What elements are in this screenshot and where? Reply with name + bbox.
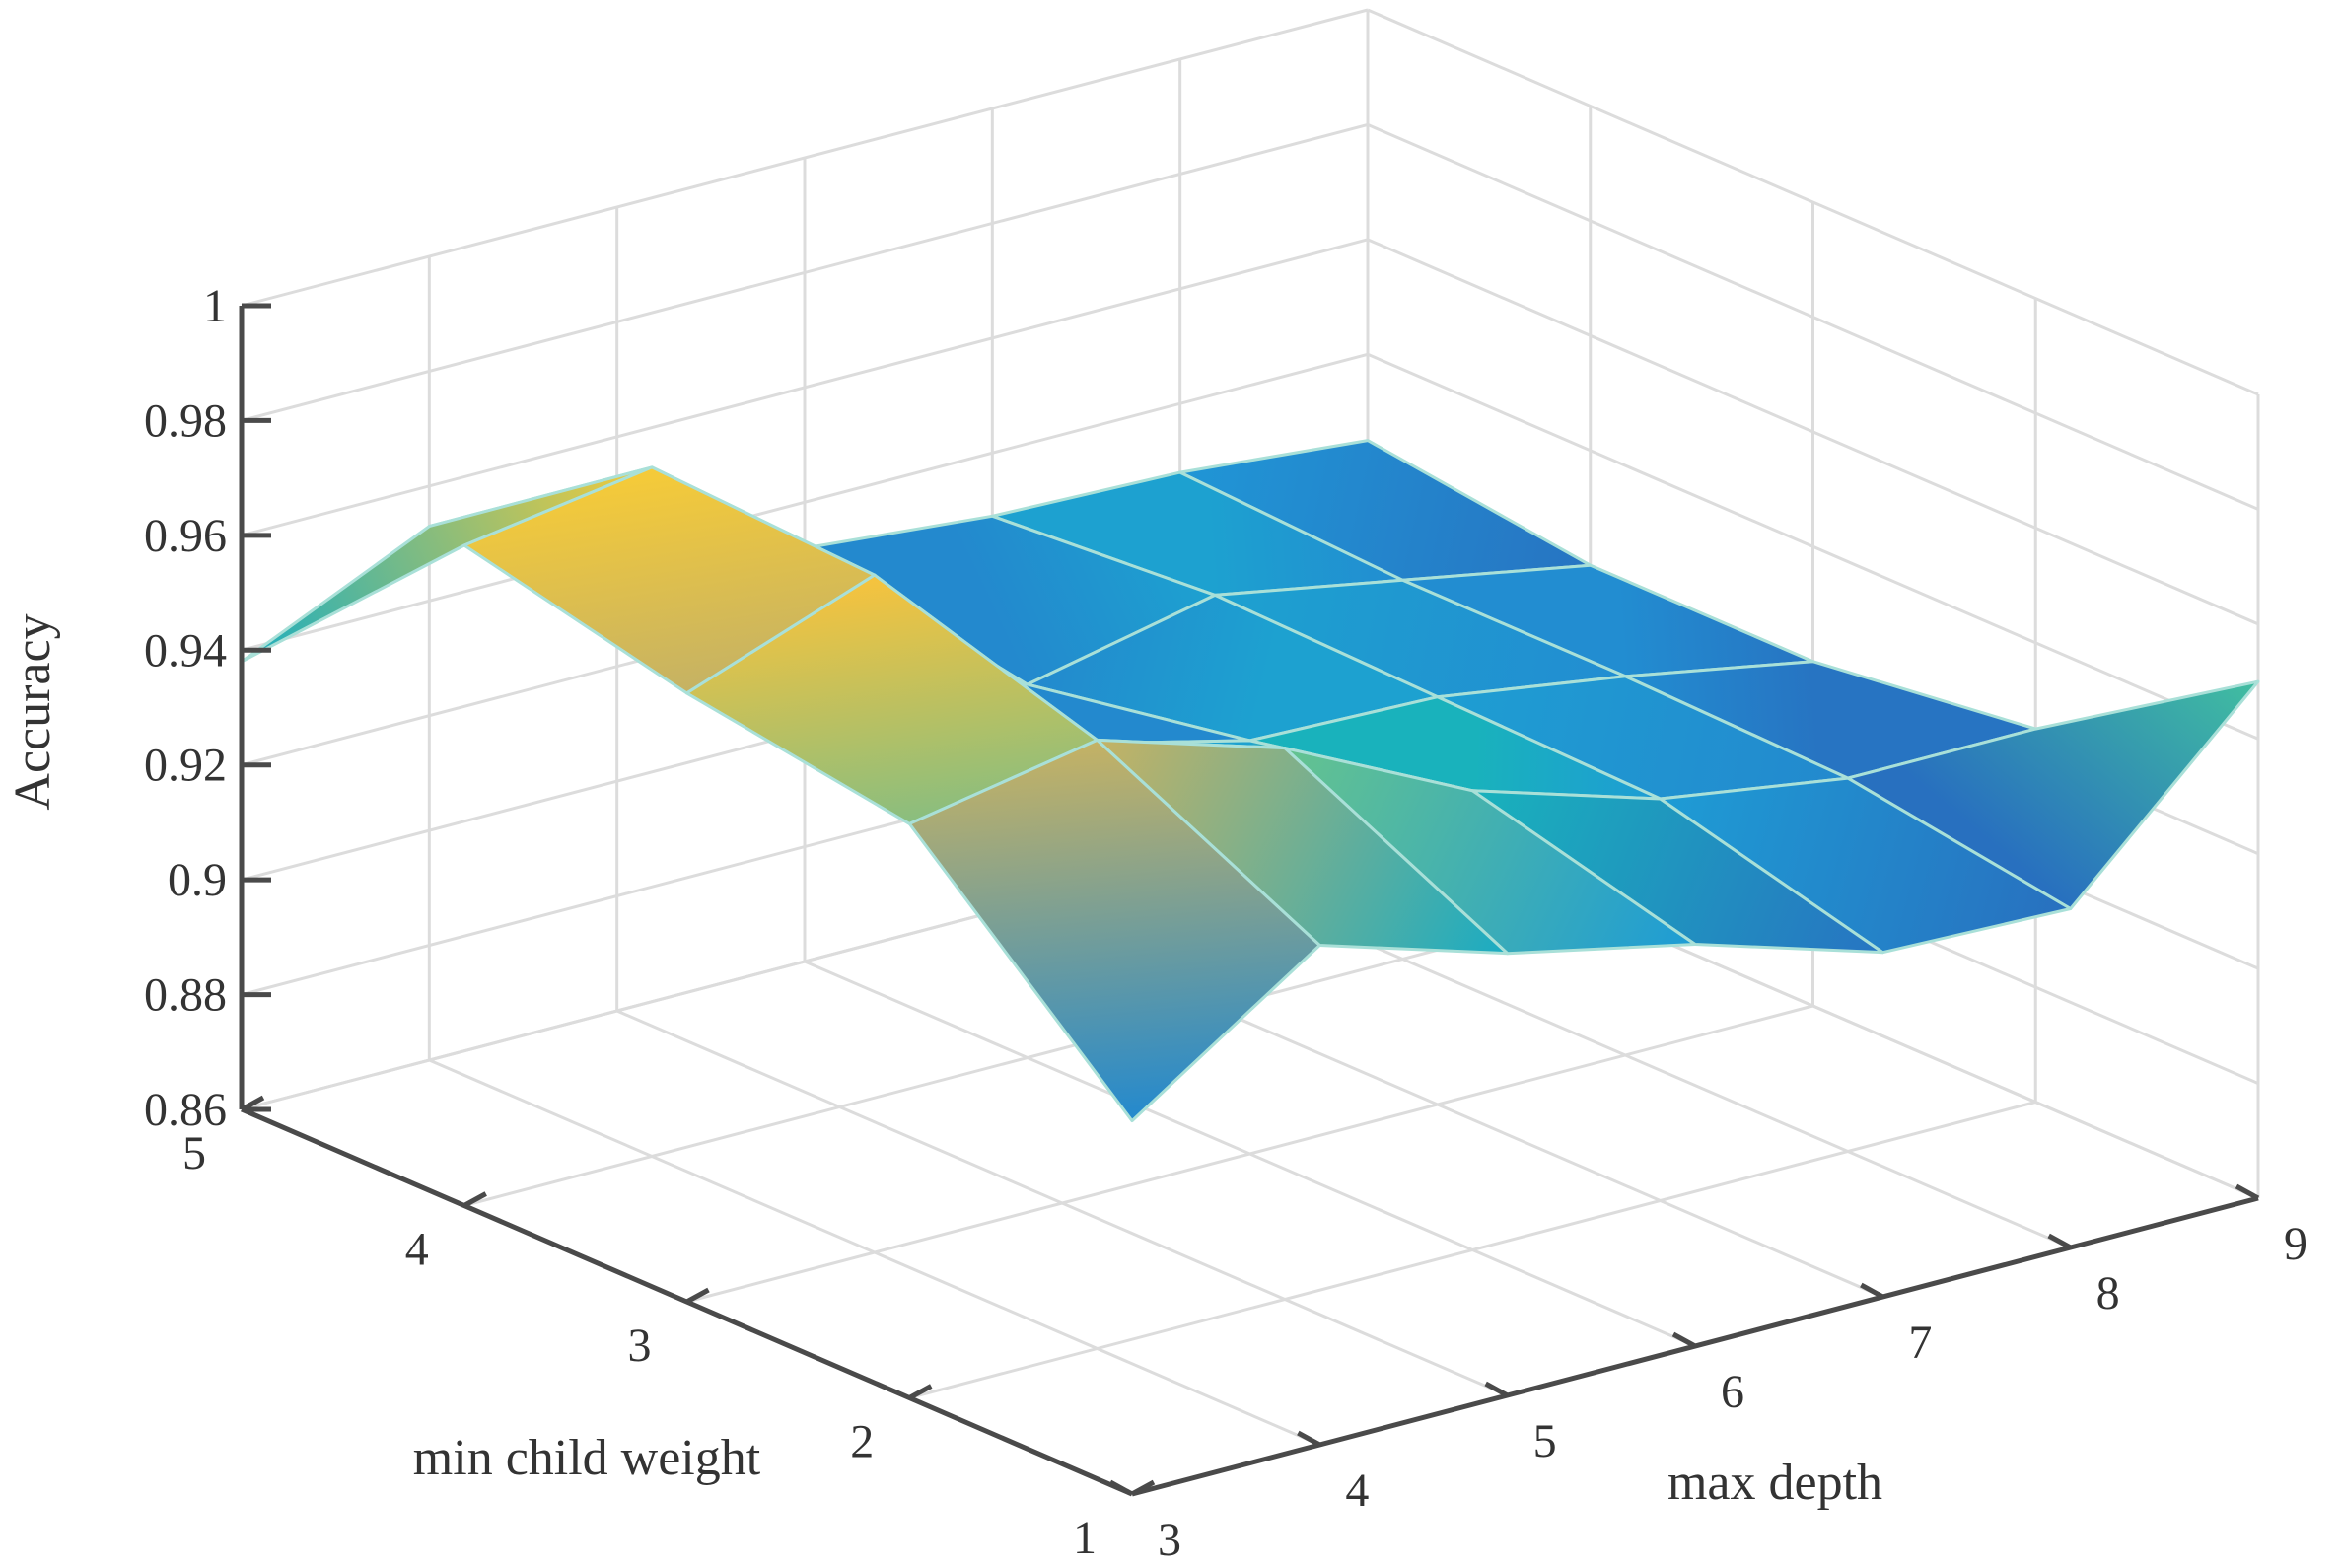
x-tick-mark-9 xyxy=(2235,1183,2260,1201)
x-tick-label-4: 4 xyxy=(1345,1464,1369,1517)
backwall-yz-horizontal-6 xyxy=(1367,123,2259,511)
backwall-xz-horizontal-7 xyxy=(241,8,1369,308)
z-tick-6: 0.98 xyxy=(144,394,271,447)
x-tick-5: 5 xyxy=(1484,1381,1557,1467)
x-tick-mark-8 xyxy=(2047,1233,2072,1250)
z-tick-0: 0.86 xyxy=(144,1084,271,1136)
x-tick-label-8: 8 xyxy=(2096,1267,2120,1319)
x-tick-mark-6 xyxy=(1671,1331,1697,1349)
z-tick-2: 0.9 xyxy=(168,854,271,906)
z-tick-5: 0.96 xyxy=(144,510,271,562)
y-tick-mark-2 xyxy=(908,1384,933,1400)
x-tick-mark-4 xyxy=(1297,1430,1321,1448)
surface-patch-y1-x3 xyxy=(907,738,1321,1123)
x-tick-8: 8 xyxy=(2047,1233,2120,1319)
y-tick-label-5: 5 xyxy=(182,1127,206,1179)
z-tick-label-2: 0.9 xyxy=(168,854,227,906)
z-tick-label-4: 0.94 xyxy=(144,624,227,677)
z-tick-label-7: 1 xyxy=(203,280,227,332)
backwall-yz-horizontal-5 xyxy=(1367,238,2259,626)
z-tick-1: 0.88 xyxy=(144,969,271,1022)
y-tick-1: 1 xyxy=(1073,1479,1156,1564)
x-tick-label-6: 6 xyxy=(1721,1366,1744,1418)
x-tick-mark-7 xyxy=(1860,1282,1884,1300)
y-tick-label-1: 1 xyxy=(1073,1512,1097,1564)
z-tick-7: 1 xyxy=(203,280,271,332)
y-tick-3: 3 xyxy=(628,1287,710,1372)
z-tick-label-5: 0.96 xyxy=(144,510,227,562)
x-axis-label: max depth xyxy=(1667,1455,1882,1511)
z-tick-label-1: 0.88 xyxy=(144,969,227,1022)
z-tick-label-6: 0.98 xyxy=(144,394,227,447)
backwall-xz-horizontal-6 xyxy=(241,122,1369,422)
surface xyxy=(240,439,2260,1123)
y-tick-mark-1 xyxy=(1130,1479,1156,1497)
y-tick-mark-4 xyxy=(462,1191,487,1208)
x-tick-4: 4 xyxy=(1297,1430,1369,1517)
x-tick-mark-3 xyxy=(1108,1479,1134,1497)
z-tick-label-0: 0.86 xyxy=(144,1084,227,1136)
floor-grid-y-4 xyxy=(463,908,1592,1207)
x-tick-6: 6 xyxy=(1671,1331,1744,1418)
axis-labels: max depth min child weight Accuracy xyxy=(5,613,1882,1511)
z-axis-label: Accuracy xyxy=(5,613,61,810)
floor-grid-y-3 xyxy=(686,1004,1813,1304)
x-tick-label-3: 3 xyxy=(1158,1514,1181,1566)
x-tick-label-7: 7 xyxy=(1908,1317,1932,1369)
x-tick-label-5: 5 xyxy=(1533,1415,1557,1467)
x-tick-9: 9 xyxy=(2235,1183,2307,1270)
y-tick-2: 2 xyxy=(850,1384,933,1468)
x-tick-7: 7 xyxy=(1860,1282,1932,1369)
y-tick-label-4: 4 xyxy=(405,1224,429,1276)
backwall-yz-horizontal-7 xyxy=(1367,8,2259,396)
z-tick-3: 0.92 xyxy=(144,740,271,792)
z-tick-4: 0.94 xyxy=(144,624,271,677)
x-tick-label-9: 9 xyxy=(2284,1218,2307,1270)
y-tick-label-2: 2 xyxy=(850,1416,874,1468)
y-tick-label-3: 3 xyxy=(628,1319,652,1372)
backwall-xz-horizontal-5 xyxy=(241,238,1369,537)
y-tick-mark-3 xyxy=(685,1287,710,1305)
backwall-yz-horizontal-4 xyxy=(1367,352,2259,741)
y-tick-4: 4 xyxy=(405,1191,487,1276)
floor-grid-y-2 xyxy=(908,1101,2036,1399)
y-axis-label: min child weight xyxy=(413,1430,761,1486)
z-tick-label-3: 0.92 xyxy=(144,740,227,792)
backwall-xz-horizontal-4 xyxy=(241,352,1369,652)
x-tick-mark-5 xyxy=(1484,1381,1509,1398)
x-tick-3: 3 xyxy=(1108,1479,1181,1566)
